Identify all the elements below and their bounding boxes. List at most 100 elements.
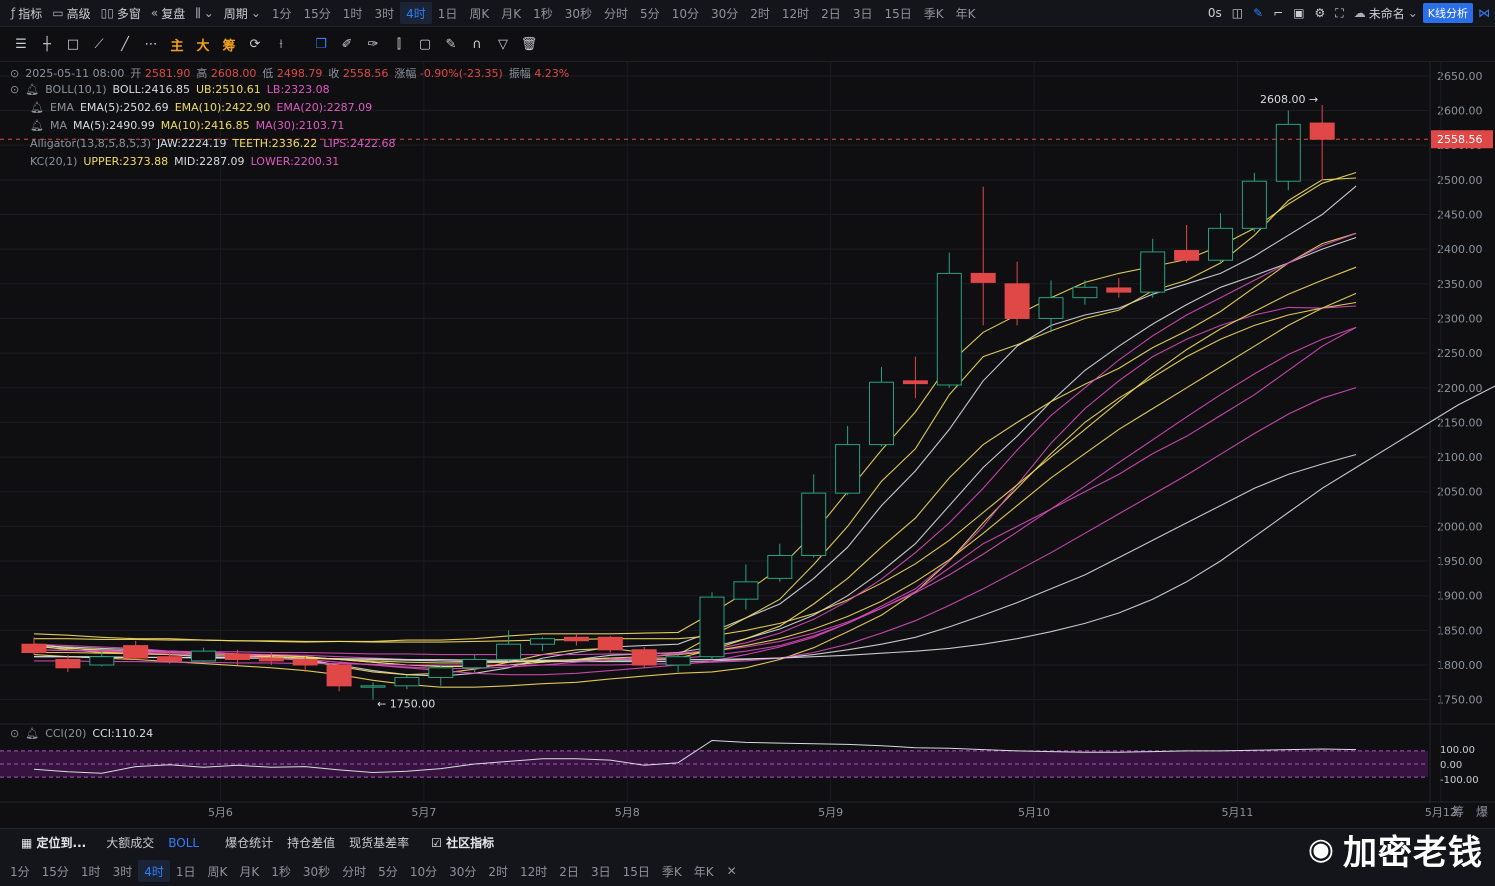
bottom-period-2[interactable]: 1时	[80, 864, 101, 879]
magnet-icon[interactable]: ∩	[472, 37, 482, 52]
top-period-13[interactable]: 30分	[710, 6, 739, 21]
bottom-period-1[interactable]: 15分	[41, 864, 69, 879]
share-icon[interactable]: ⋈	[1478, 6, 1490, 20]
period-dropdown[interactable]: 周期 ⌄	[223, 6, 261, 21]
ruler-icon[interactable]: ⟋	[94, 37, 104, 52]
collapse-icon[interactable]: ⊙	[10, 727, 20, 740]
locate-button[interactable]: ▦ 定位到...	[21, 836, 87, 850]
top-period-11[interactable]: 5分	[640, 6, 660, 21]
bottom-period-10[interactable]: 分时	[342, 864, 367, 879]
copy-icon[interactable]: ❐	[315, 37, 327, 52]
highlighter-icon[interactable]: ✑	[367, 37, 379, 52]
large-order-button[interactable]: 大	[196, 39, 210, 54]
bottom-period-12[interactable]: 10分	[409, 864, 438, 879]
menu-icon[interactable]: ☰	[15, 37, 27, 52]
top-period-6[interactable]: 周K	[469, 6, 490, 21]
edit-icon[interactable]: ✎	[445, 37, 457, 52]
top-period-18[interactable]: 15日	[884, 6, 912, 21]
top-period-8[interactable]: 1秒	[533, 6, 553, 21]
tab-community-indicator[interactable]: ☑ 社区指标	[431, 836, 495, 850]
candles-icon[interactable]: ⫿	[396, 37, 402, 52]
tab-basis-rate[interactable]: 现货基差率	[349, 836, 410, 850]
bottom-period-8[interactable]: 1秒	[271, 864, 291, 879]
candle-body	[258, 657, 284, 662]
alert-icon[interactable]: 🔔︎	[30, 101, 44, 114]
tab-large-trades[interactable]: 大额成交	[106, 836, 155, 850]
chart-style-button[interactable]: ⫼ ⌄	[190, 2, 219, 24]
window-icon[interactable]: ▣	[1293, 6, 1305, 20]
indicator-button[interactable]: ƒ 指标	[11, 6, 43, 21]
top-period-5[interactable]: 1日	[437, 6, 458, 21]
top-period-19[interactable]: 季K	[923, 6, 944, 21]
sync-icon[interactable]: ⟳	[249, 37, 261, 52]
bottom-period-16[interactable]: 2日	[559, 864, 579, 879]
bottom-period-15[interactable]: 12时	[520, 864, 548, 879]
trend-line-icon[interactable]: ╱	[121, 37, 129, 52]
top-period-7[interactable]: 月K	[501, 6, 522, 21]
collapse-icon[interactable]: ⊙	[10, 66, 20, 80]
camera-icon[interactable]: ◫	[1231, 6, 1244, 20]
alert-icon[interactable]: 🔔︎	[25, 727, 40, 740]
candle-body	[1309, 122, 1335, 140]
top-period-3[interactable]: 3时	[374, 6, 395, 21]
top-period-17[interactable]: 3日	[852, 6, 873, 21]
top-period-10[interactable]: 分时	[604, 6, 629, 21]
crop-icon[interactable]: ⌐	[1273, 6, 1284, 20]
top-bar: ƒ 指标 ▭ 高级 ▯▯ 多窗 «复盘 ⫼ ⌄ 周期 ⌄ 1分 15分 1时 3时 4时 1日 周K 月…	[0, 0, 1495, 27]
top-period-14[interactable]: 2时	[750, 6, 770, 21]
pen-icon[interactable]: ✎	[1253, 6, 1264, 20]
alert-icon[interactable]: 🔔︎	[25, 83, 40, 96]
bottom-period-0[interactable]: 1分	[10, 864, 30, 879]
bottom-period-13[interactable]: 30分	[449, 864, 477, 879]
cloud-layout-button[interactable]: ☁ 未命名 ⌄	[1353, 6, 1418, 21]
tab-liquidation[interactable]: 爆仓统计	[225, 836, 274, 850]
bottom-period-6[interactable]: 周K	[207, 864, 228, 879]
trash-icon[interactable]: 🗑	[520, 37, 538, 52]
legend-high: 2608.00	[210, 67, 257, 80]
replay-button[interactable]: «复盘	[150, 6, 186, 21]
multiwindow-button[interactable]: ▯▯ 多窗	[100, 6, 141, 21]
y-tick-label: 2100.00	[1437, 451, 1483, 464]
lock-icon[interactable]: ▢	[418, 37, 432, 52]
top-period-20[interactable]: 年K	[955, 6, 976, 21]
main-indicator-button[interactable]: 主	[170, 39, 184, 54]
bottom-period-11[interactable]: 5分	[378, 864, 398, 879]
tab-position-diff[interactable]: 持仓差值	[287, 836, 336, 850]
bottom-period-9[interactable]: 30秒	[302, 864, 331, 879]
top-period-0[interactable]: 1分	[271, 6, 292, 21]
advanced-button[interactable]: ▭ 高级	[52, 6, 91, 21]
filter-icon[interactable]: ▽	[498, 37, 508, 52]
top-period-1[interactable]: 15分	[303, 6, 331, 21]
bottom-period-17[interactable]: 3日	[590, 864, 611, 879]
bottom-period-4[interactable]: 4时	[138, 860, 170, 882]
horizontal-line-icon[interactable]: ┼	[43, 37, 51, 52]
fullscreen-icon[interactable]: ⛶	[1335, 5, 1344, 20]
top-period-16[interactable]: 2日	[821, 6, 841, 21]
bottom-period-5[interactable]: 1日	[175, 864, 196, 879]
bottom-period-14[interactable]: 2时	[488, 864, 509, 879]
candle-body	[1241, 180, 1267, 229]
alert-icon[interactable]: 🔔︎	[30, 119, 44, 132]
tab-boll[interactable]: BOLL	[168, 835, 200, 850]
brush-icon[interactable]: ✐	[341, 37, 353, 52]
top-period-15[interactable]: 12时	[781, 6, 810, 21]
price-chart[interactable]: 1750.00 1800.00 1850.00 1900.00 1950.00 2000.…	[0, 62, 1495, 828]
top-period-2[interactable]: 1时	[342, 6, 363, 21]
collapse-icon[interactable]: ⊙	[10, 83, 20, 96]
top-period-9[interactable]: 30秒	[564, 6, 593, 21]
measure-icon[interactable]: ⟊	[279, 37, 283, 52]
bottom-period-19[interactable]: 季K	[661, 864, 682, 879]
bottom-period-3[interactable]: 3时	[112, 864, 133, 879]
top-period-4[interactable]: 4时	[400, 2, 432, 24]
rectangle-icon[interactable]: □	[66, 37, 80, 52]
settings-icon[interactable]: ⚙	[1314, 6, 1326, 20]
kline-analysis-button[interactable]: K线分析	[1422, 3, 1473, 23]
top-period-12[interactable]: 10分	[671, 6, 699, 21]
bottom-period-7[interactable]: 月K	[239, 864, 260, 879]
chip-button[interactable]: 筹	[222, 39, 236, 54]
close-icon[interactable]: ✕	[726, 864, 737, 878]
more-icon[interactable]: ⋯	[144, 37, 158, 52]
bottom-period-18[interactable]: 15日	[622, 864, 650, 879]
candle-body	[292, 658, 318, 666]
bottom-period-20[interactable]: 年K	[693, 864, 714, 879]
